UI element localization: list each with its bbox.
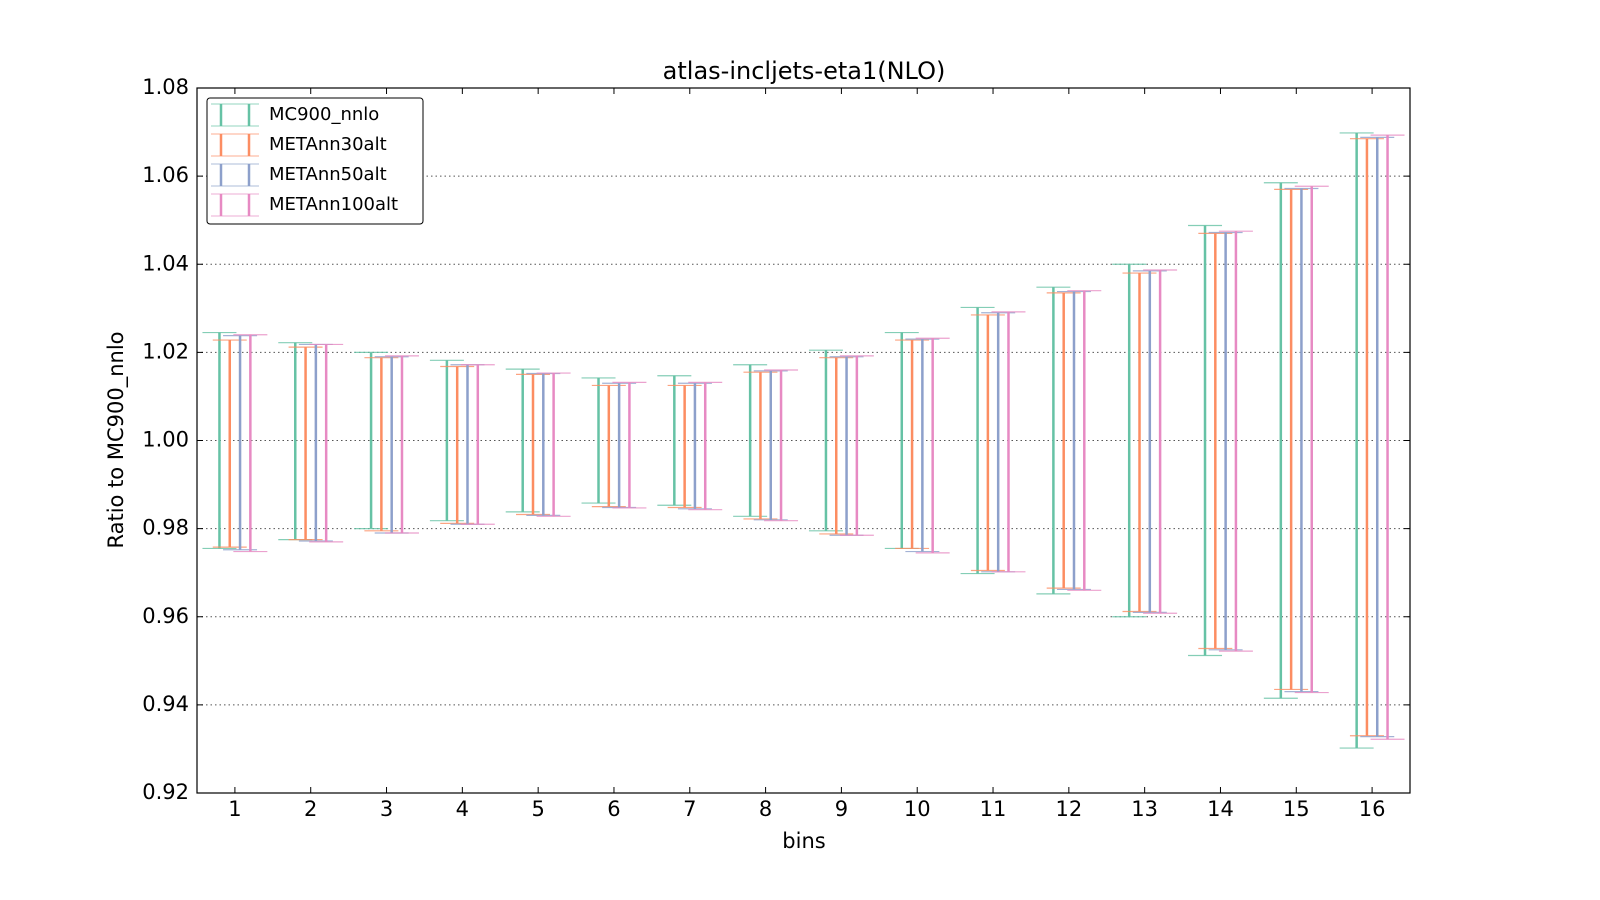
- x-tick-label: 6: [607, 797, 620, 821]
- legend-box: [206, 97, 424, 225]
- legend-label: METAnn50alt: [269, 164, 387, 185]
- x-tick-label: 2: [304, 797, 317, 821]
- y-tick-label: 1.06: [142, 163, 189, 187]
- x-tick-label: 14: [1207, 797, 1234, 821]
- x-tick-label: 9: [835, 797, 848, 821]
- x-tick-label: 3: [380, 797, 393, 821]
- y-tick-label: 1.08: [142, 75, 189, 99]
- x-axis-label: bins: [782, 829, 825, 853]
- y-tick-label: 0.92: [142, 780, 189, 804]
- y-tick-label: 1.04: [142, 251, 189, 275]
- x-tick-label: 16: [1359, 797, 1386, 821]
- plot-frame: [196, 87, 1411, 794]
- y-tick-label: 0.94: [142, 692, 189, 716]
- y-tick-label: 1.00: [142, 428, 189, 452]
- x-tick-label: 10: [904, 797, 931, 821]
- y-tick-label: 0.96: [142, 604, 189, 628]
- legend-label: METAnn100alt: [269, 194, 398, 215]
- x-tick-label: 1: [228, 797, 241, 821]
- y-tick-label: 1.02: [142, 339, 189, 363]
- x-tick-label: 7: [683, 797, 696, 821]
- x-tick-label: 11: [980, 797, 1007, 821]
- x-tick-label: 5: [531, 797, 544, 821]
- y-axis-label: Ratio to MC900_nnlo: [104, 331, 129, 548]
- chart-title: atlas-incljets-eta1(NLO): [663, 57, 946, 85]
- legend-label: METAnn30alt: [269, 134, 387, 155]
- y-tick-label: 0.98: [142, 516, 189, 540]
- x-tick-label: 8: [759, 797, 772, 821]
- x-tick-label: 12: [1055, 797, 1082, 821]
- x-tick-label: 4: [456, 797, 469, 821]
- x-tick-label: 15: [1283, 797, 1310, 821]
- x-tick-label: 13: [1131, 797, 1158, 821]
- legend-label: MC900_nnlo: [269, 104, 379, 125]
